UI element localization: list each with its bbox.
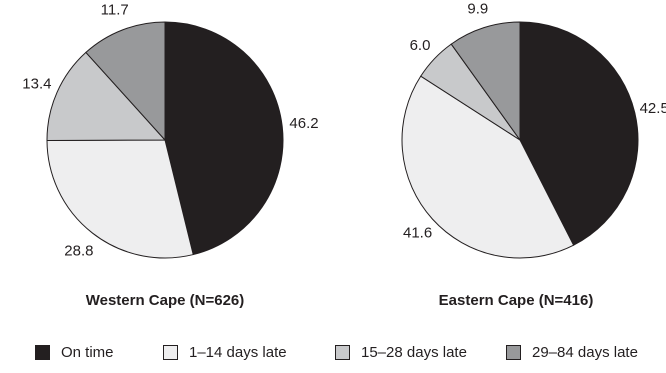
legend-item-1-14-days-late: 1–14 days late (163, 344, 287, 361)
legend-swatch-15-28-days-late (335, 345, 350, 360)
western-cape-value-label-1-14-days-late: 28.8 (64, 242, 93, 259)
legend-item-on-time: On time (35, 344, 114, 361)
legend-swatch-on-time (35, 345, 50, 360)
western-cape-title: Western Cape (N=626) (86, 292, 245, 309)
western-cape-pie: 46.2 28.8 13.4 11.7 (22, 1, 318, 259)
western-cape-value-label-29-84-days-late: 11.7 (101, 1, 129, 18)
eastern-cape-slice-29-84-days-late (450, 21, 521, 142)
legend-item-29-84-days-late: 29–84 days late (506, 344, 638, 361)
legend: On time 1–14 days late 15–28 days late 2… (0, 344, 666, 366)
western-cape-value-label-15-28-days-late: 13.4 (22, 75, 51, 92)
western-cape-slice-15-28-days-late (46, 51, 167, 142)
western-cape-slice-29-84-days-late (85, 21, 166, 142)
eastern-cape-title: Eastern Cape (N=416) (439, 292, 594, 309)
eastern-cape-value-label-on-time: 42.5 (640, 100, 666, 117)
legend-swatch-29-84-days-late (506, 345, 521, 360)
legend-label-1-14-days-late: 1–14 days late (189, 344, 287, 361)
legend-label-on-time: On time (61, 344, 114, 361)
eastern-cape-value-label-1-14-days-late: 41.6 (403, 225, 432, 242)
legend-label-15-28-days-late: 15–28 days late (361, 344, 467, 361)
eastern-cape-slice-on-time (519, 21, 639, 246)
legend-label-29-84-days-late: 29–84 days late (532, 344, 638, 361)
eastern-cape-slice-1-14-days-late (401, 75, 575, 259)
western-cape-value-label-on-time: 46.2 (289, 115, 318, 132)
eastern-cape-pie: 42.5 41.6 6.0 9.9 (401, 1, 666, 259)
legend-item-15-28-days-late: 15–28 days late (335, 344, 467, 361)
western-cape-slice-1-14-days-late (46, 139, 194, 259)
western-cape-slice-on-time (164, 21, 284, 256)
legend-swatch-1-14-days-late (163, 345, 178, 360)
eastern-cape-value-label-29-84-days-late: 9.9 (467, 1, 488, 18)
eastern-cape-value-label-15-28-days-late: 6.0 (410, 37, 431, 54)
